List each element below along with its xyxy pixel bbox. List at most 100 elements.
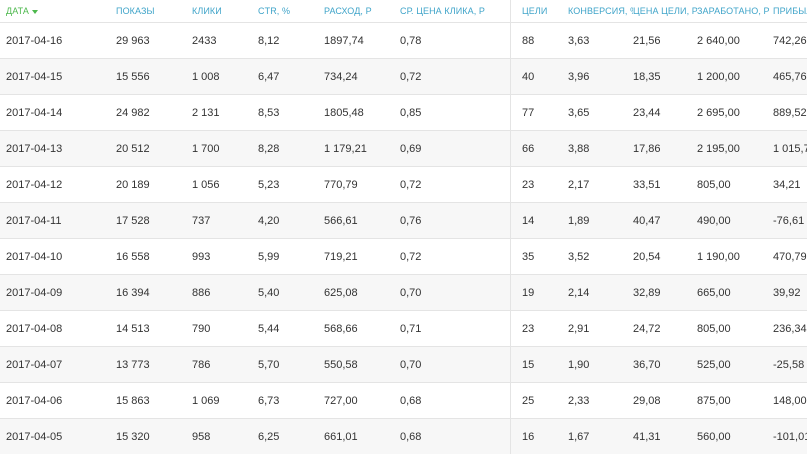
cell-date: 2017-04-12 [0,167,116,203]
cell-conversion: 3,88 [568,131,633,167]
column-header-avg-cpc[interactable]: СР. ЦЕНА КЛИКА, р [400,0,511,23]
cell-conversion: 2,17 [568,167,633,203]
cell-goals: 14 [511,203,569,239]
column-header-label[interactable]: ПОКАЗЫ [116,6,155,16]
cell-impressions: 20 512 [116,131,192,167]
cell-profit: 465,76 [773,59,807,95]
cell-ctr: 6,47 [258,59,324,95]
cell-spend: 1805,48 [324,95,400,131]
cell-cost-per-goal: 21,56 [633,23,697,59]
cell-cost-per-goal: 29,08 [633,383,697,419]
column-header-label[interactable]: ЦЕЛИ [522,6,547,16]
cell-spend: 568,66 [324,311,400,347]
column-header-label[interactable]: ДАТА [6,6,29,16]
cell-profit: 1 015,79 [773,131,807,167]
column-header-impressions[interactable]: ПОКАЗЫ [116,0,192,23]
cell-ctr: 8,12 [258,23,324,59]
column-header-label[interactable]: ЗАРАБОТАНО, р [697,6,770,16]
cell-profit: 236,34 [773,311,807,347]
cell-impressions: 14 513 [116,311,192,347]
cell-conversion: 2,14 [568,275,633,311]
column-header-conversion[interactable]: КОНВЕРСИЯ, % [568,0,633,23]
cell-cost-per-goal: 40,47 [633,203,697,239]
cell-earned: 2 640,00 [697,23,773,59]
cell-ctr: 5,44 [258,311,324,347]
cell-date: 2017-04-13 [0,131,116,167]
cell-spend: 1897,74 [324,23,400,59]
cell-conversion: 3,65 [568,95,633,131]
cell-impressions: 24 982 [116,95,192,131]
cell-clicks: 2 131 [192,95,258,131]
cell-spend: 734,24 [324,59,400,95]
cell-spend: 625,08 [324,275,400,311]
cell-impressions: 16 558 [116,239,192,275]
cell-avg-cpc: 0,72 [400,167,511,203]
column-header-spend[interactable]: РАСХОД, р [324,0,400,23]
column-header-goals[interactable]: ЦЕЛИ [511,0,569,23]
column-header-label[interactable]: СР. ЦЕНА КЛИКА, р [400,6,485,16]
cell-spend: 727,00 [324,383,400,419]
cell-conversion: 3,63 [568,23,633,59]
column-header-label[interactable]: CTR, % [258,6,290,16]
cell-goals: 19 [511,275,569,311]
column-header-cost-per-goal[interactable]: ЦЕНА ЦЕЛИ, р [633,0,697,23]
cell-profit: -76,61 [773,203,807,239]
cell-spend: 661,01 [324,419,400,454]
cell-earned: 2 195,00 [697,131,773,167]
cell-date: 2017-04-16 [0,23,116,59]
cell-ctr: 8,53 [258,95,324,131]
column-header-label[interactable]: ЦЕНА ЦЕЛИ, р [633,6,697,16]
cell-goals: 15 [511,347,569,383]
cell-impressions: 15 863 [116,383,192,419]
cell-spend: 770,79 [324,167,400,203]
cell-avg-cpc: 0,85 [400,95,511,131]
cell-spend: 550,58 [324,347,400,383]
cell-clicks: 1 700 [192,131,258,167]
cell-profit: 470,79 [773,239,807,275]
cell-conversion: 3,52 [568,239,633,275]
column-header-label[interactable]: ПРИБЫЛЬ, р [773,6,807,16]
cell-impressions: 15 320 [116,419,192,454]
column-header-label[interactable]: КОНВЕРСИЯ, % [568,6,633,16]
caret-down-icon[interactable] [32,10,38,14]
cell-avg-cpc: 0,76 [400,203,511,239]
cell-clicks: 993 [192,239,258,275]
cell-cost-per-goal: 41,31 [633,419,697,454]
column-header-earned[interactable]: ЗАРАБОТАНО, р [697,0,773,23]
column-header-ctr[interactable]: CTR, % [258,0,324,23]
cell-avg-cpc: 0,70 [400,275,511,311]
cell-date: 2017-04-07 [0,347,116,383]
column-header-clicks[interactable]: КЛИКИ [192,0,258,23]
column-header-label[interactable]: КЛИКИ [192,6,222,16]
cell-cost-per-goal: 24,72 [633,311,697,347]
cell-ctr: 4,20 [258,203,324,239]
cell-earned: 805,00 [697,311,773,347]
cell-goals: 23 [511,311,569,347]
cell-cost-per-goal: 23,44 [633,95,697,131]
column-header-date[interactable]: ДАТА [0,0,116,23]
cell-avg-cpc: 0,71 [400,311,511,347]
cell-avg-cpc: 0,70 [400,347,511,383]
cell-spend: 719,21 [324,239,400,275]
cell-profit: 34,21 [773,167,807,203]
cell-earned: 2 695,00 [697,95,773,131]
cell-date: 2017-04-08 [0,311,116,347]
column-header-profit[interactable]: ПРИБЫЛЬ, р [773,0,807,23]
cell-date: 2017-04-10 [0,239,116,275]
cell-clicks: 790 [192,311,258,347]
cell-ctr: 5,23 [258,167,324,203]
column-header-label[interactable]: РАСХОД, р [324,6,372,16]
cell-avg-cpc: 0,69 [400,131,511,167]
cell-spend: 1 179,21 [324,131,400,167]
cell-earned: 560,00 [697,419,773,454]
